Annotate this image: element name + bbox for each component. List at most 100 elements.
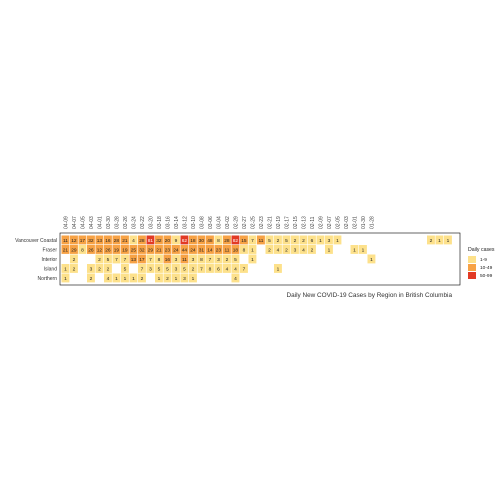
heatmap-cell [155,254,163,264]
cell-value-label: 81 [148,238,154,244]
cell-value-label: 5 [234,257,237,263]
heatmap-cell [138,235,146,245]
heatmap-cell [121,235,129,245]
date-tick-label: 02-17 [285,216,291,229]
chart-title: Daily New COVID-19 Cases by Region in Br… [286,292,452,299]
date-tick-label: 01-30 [361,216,367,229]
cell-value-label: 7 [200,266,203,272]
cell-value-label: 4 [302,247,305,253]
heatmap-cell [172,254,180,264]
heatmap-cell [197,254,206,264]
cell-value-label: 1 [251,247,254,253]
cell-value-label: 8 [158,257,161,263]
heatmap-cell [104,273,112,283]
cell-value-label: 7 [209,257,212,263]
heatmap-cell [121,254,129,264]
date-tick-label: 03-26 [123,216,129,229]
cell-value-label: 3 [175,266,178,272]
cell-value-label: 18 [233,247,239,253]
date-tick-label: 03-02 [225,216,231,229]
cell-value-label: 4 [234,276,237,282]
heatmap-cell [95,254,104,264]
legend-title: Daily cases [468,247,495,253]
heatmap-cell [333,235,342,245]
heatmap-cell [223,264,231,273]
cell-value-label: 1 [277,266,280,272]
cell-value-label: 1 [370,257,373,263]
cell-value-label: 48 [207,238,213,244]
cell-value-label: 1 [438,238,441,244]
cell-value-label: 9 [175,238,178,244]
date-tick-label: 02-29 [234,216,240,229]
heatmap-cell [206,264,214,273]
heatmap-cell [112,245,121,254]
cell-value-label: 3 [192,257,195,263]
legend-swatch [468,264,476,271]
heatmap-cell [214,264,223,273]
heatmap-cell [95,264,104,273]
heatmap-cell [180,264,189,273]
cell-value-label: 1 [362,247,365,253]
heatmap-cell [223,245,231,254]
region-label: Vancouver Coastal [15,238,57,244]
cell-value-label: 2 [226,257,229,263]
cell-value-label: 7 [251,238,254,244]
heatmap-cell [223,235,231,245]
heatmap-cell [121,245,129,254]
heatmap-cell [70,235,78,245]
date-tick-label: 02-21 [268,216,274,229]
heatmap-cell [308,235,316,245]
cell-value-label: 1 [64,266,67,272]
cell-value-label: 7 [115,257,118,263]
date-tick-label: 02-09 [319,216,325,229]
heatmap-cell [61,264,70,273]
date-tick-label: 04-03 [89,216,95,229]
cell-value-label: 7 [124,257,127,263]
cell-value-label: 4 [132,238,135,244]
cell-value-label: 32 [156,238,162,244]
date-tick-label: 03-06 [208,216,214,229]
heatmap-cell [214,235,223,245]
heatmap-cell [231,273,240,283]
heatmap-cell [78,245,87,254]
cell-value-label: 5 [166,266,169,272]
cell-value-label: 12 [71,238,77,244]
heatmap-cell [163,273,172,283]
heatmap-cell [350,245,359,254]
heatmap-cell [325,245,333,254]
heatmap-cell [291,245,299,254]
heatmap-cell [138,264,146,273]
heatmap-cell [87,273,95,283]
date-tick-label: 03-20 [149,216,155,229]
heatmap-cell [172,245,180,254]
cell-value-label: 6 [217,266,220,272]
cell-value-label: 21 [122,238,128,244]
date-tick-label: 03-28 [115,216,121,229]
heatmap-cell [129,254,138,264]
cell-value-label: 44 [182,247,188,253]
date-tick-label: 04-07 [72,216,78,229]
heatmap-cell [95,235,104,245]
cell-value-label: 8 [200,257,203,263]
heatmap-cell [223,254,231,264]
heatmap-cell [240,264,248,273]
cell-value-label: 1 [336,238,339,244]
cell-value-label: 2 [107,266,110,272]
heatmap-cell [112,235,121,245]
cell-value-label: 21 [156,247,162,253]
cell-value-label: 2 [311,247,314,253]
cell-value-label: 3 [175,257,178,263]
cell-value-label: 15 [241,238,247,244]
cell-value-label: 1 [124,276,127,282]
cell-value-label: 13 [131,257,137,263]
cell-value-label: 3 [183,276,186,282]
cell-value-label: 11 [224,247,229,253]
heatmap-cell [70,264,78,273]
cell-value-label: 5 [285,238,288,244]
cell-value-label: 4 [226,266,229,272]
cell-value-label: 28 [224,238,230,244]
heatmap-cell [61,245,70,254]
date-tick-label: 02-01 [353,216,359,229]
heatmap-cell [240,235,248,245]
cell-value-label: 17 [139,257,145,263]
